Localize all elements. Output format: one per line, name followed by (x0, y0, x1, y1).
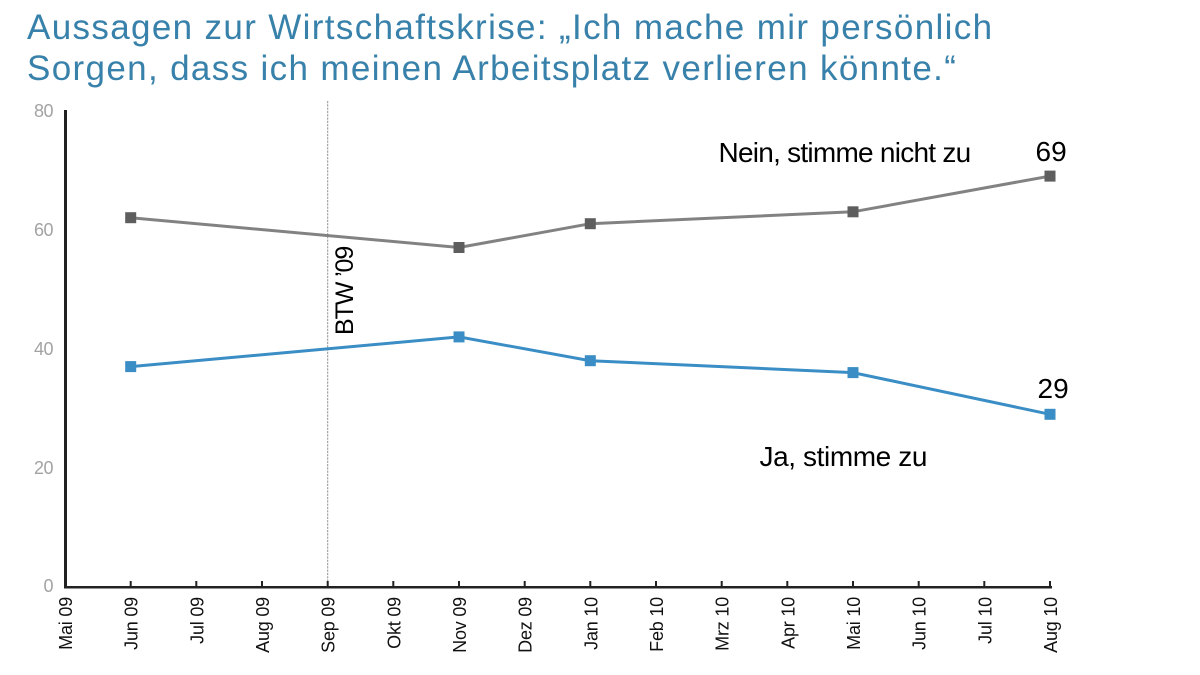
svg-text:Nov 09: Nov 09 (450, 597, 470, 653)
svg-text:Sorgen, dass ich meinen Arbeit: Sorgen, dass ich meinen Arbeitsplatz ver… (27, 49, 957, 88)
svg-text:Apr 10: Apr 10 (778, 597, 798, 649)
svg-text:Jun 10: Jun 10 (910, 597, 930, 650)
svg-text:69: 69 (1036, 136, 1067, 167)
svg-text:0: 0 (43, 576, 53, 596)
svg-text:Nein, stimme nicht zu: Nein, stimme nicht zu (719, 137, 971, 168)
svg-text:Mai 10: Mai 10 (844, 597, 864, 650)
svg-text:Sep 09: Sep 09 (319, 597, 339, 653)
svg-text:Aussagen zur Wirtschaftskrise:: Aussagen zur Wirtschaftskrise: „Ich mach… (27, 8, 993, 47)
svg-text:20: 20 (34, 458, 54, 478)
svg-text:Aug 10: Aug 10 (1041, 597, 1061, 653)
svg-text:Ja, stimme zu: Ja, stimme zu (760, 441, 928, 472)
svg-text:29: 29 (1038, 373, 1069, 404)
svg-text:40: 40 (34, 339, 54, 359)
svg-text:Okt 09: Okt 09 (384, 597, 404, 649)
svg-text:BTW ’09: BTW ’09 (331, 247, 359, 335)
svg-text:Mrz 10: Mrz 10 (713, 597, 733, 651)
svg-text:60: 60 (34, 220, 54, 240)
svg-text:Jul 10: Jul 10 (975, 597, 995, 644)
svg-text:Dez 09: Dez 09 (516, 597, 536, 653)
svg-text:Mai 09: Mai 09 (56, 597, 76, 650)
svg-text:Jun 09: Jun 09 (122, 597, 142, 650)
svg-text:80: 80 (34, 101, 54, 121)
svg-text:Aug 09: Aug 09 (253, 597, 273, 653)
svg-text:Jan 10: Jan 10 (581, 597, 601, 650)
svg-text:Jul 09: Jul 09 (187, 597, 207, 644)
svg-text:Feb 10: Feb 10 (647, 597, 667, 652)
